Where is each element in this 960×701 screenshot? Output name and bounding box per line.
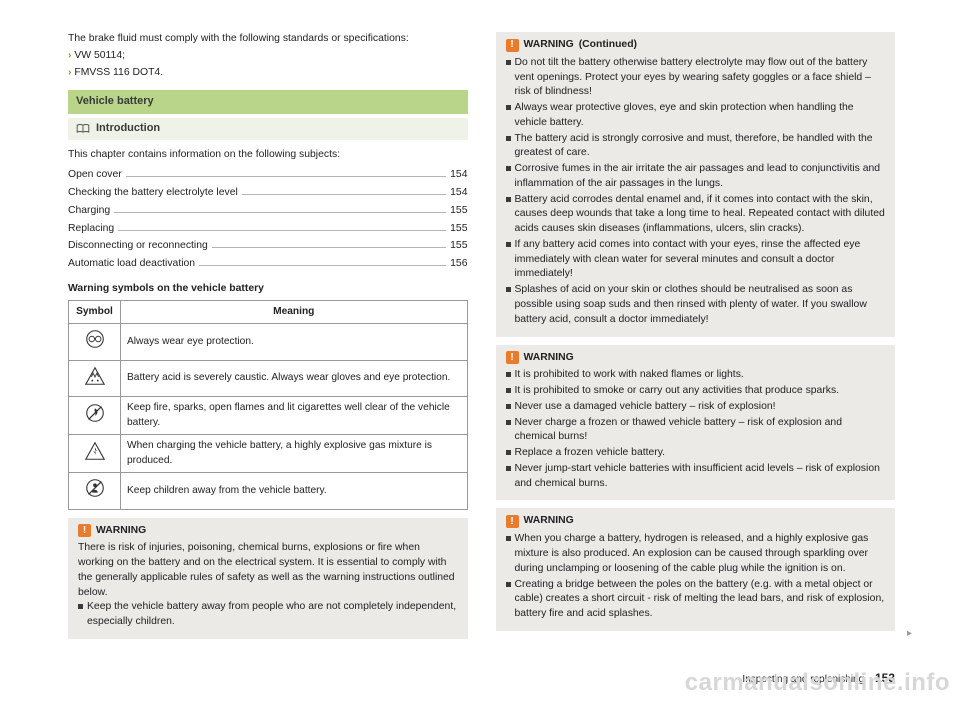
warning-box-1: ! WARNING There is risk of injuries, poi…	[68, 518, 468, 639]
warning-bullet: Always wear protective gloves, eye and s…	[506, 101, 886, 131]
brake-fluid-intro: The brake fluid must comply with the fol…	[68, 32, 468, 47]
table-row: Keep fire, sparks, open flames and lit c…	[69, 397, 468, 435]
warning-bullet: The battery acid is strongly corrosive a…	[506, 132, 886, 162]
toc-row: Replacing155	[68, 222, 468, 237]
continued-label: (Continued)	[579, 38, 637, 53]
warning-bullet: It is prohibited to work with naked flam…	[506, 368, 886, 383]
warning-icon: !	[506, 39, 519, 52]
table-row: When charging the vehicle battery, a hig…	[69, 435, 468, 473]
warning-bullet: It is prohibited to smoke or carry out a…	[506, 384, 886, 399]
table-row: Keep children away from the vehicle batt…	[69, 473, 468, 509]
warning-header: ! WARNING	[78, 524, 458, 539]
continuation-arrow-icon: ▸	[907, 628, 912, 639]
symbols-table: Symbol Meaning Always wear eye protectio…	[68, 300, 468, 510]
warning-box-2: ! WARNING It is prohibited to work with …	[496, 345, 896, 501]
symbol-meaning: Always wear eye protection.	[121, 324, 468, 360]
toc-row: Checking the battery electrolyte level15…	[68, 186, 468, 201]
warning-bullet: Never jump-start vehicle batteries with …	[506, 462, 886, 492]
symbols-table-title: Warning symbols on the vehicle battery	[68, 282, 468, 297]
caustic-acid-icon	[69, 360, 121, 396]
toc-row: Charging155	[68, 204, 468, 219]
symbols-table-header-meaning: Meaning	[121, 300, 468, 323]
table-of-contents: Open cover154 Checking the battery elect…	[68, 168, 468, 272]
footer-page-number: 153	[875, 671, 895, 685]
warning-title: WARNING	[524, 514, 574, 529]
warning-header: ! WARNING (Continued)	[506, 38, 886, 53]
warning-box-continued: ! WARNING (Continued) Do not tilt the ba…	[496, 32, 896, 337]
toc-row: Open cover154	[68, 168, 468, 183]
warning-bullet: Splashes of acid on your skin or clothes…	[506, 283, 886, 327]
subsection-title: Introduction	[96, 121, 160, 137]
explosive-gas-icon	[69, 435, 121, 473]
warning-bullet: Never charge a frozen or thawed vehicle …	[506, 416, 886, 446]
symbols-table-header-symbol: Symbol	[69, 300, 121, 323]
warning-bullet: Keep the vehicle battery away from peopl…	[78, 600, 458, 630]
warning-body: When you charge a battery, hydrogen is r…	[506, 532, 886, 622]
warning-bullet: Never use a damaged vehicle battery – ri…	[506, 400, 886, 415]
warning-icon: !	[506, 351, 519, 364]
no-fire-icon	[69, 397, 121, 435]
table-row: Always wear eye protection.	[69, 324, 468, 360]
spec-line-1: › FMVSS 116 DOT4.	[68, 66, 468, 81]
warning-icon: !	[78, 524, 91, 537]
warning-bullet: Battery acid corrodes dental enamel and,…	[506, 193, 886, 237]
warning-box-3: ! WARNING When you charge a battery, hyd…	[496, 508, 896, 630]
warning-bullet: When you charge a battery, hydrogen is r…	[506, 532, 886, 576]
warning-title: WARNING	[524, 38, 574, 53]
warning-bullet: If any battery acid comes into contact w…	[506, 238, 886, 282]
warning-title: WARNING	[524, 351, 574, 366]
book-icon	[76, 124, 90, 134]
symbol-meaning: When charging the vehicle battery, a hig…	[121, 435, 468, 473]
section-title-bar: Vehicle battery	[68, 90, 468, 114]
symbol-meaning: Battery acid is severely caustic. Always…	[121, 360, 468, 396]
right-column: ! WARNING (Continued) Do not tilt the ba…	[496, 32, 896, 681]
spec-line-0: › VW 50114;	[68, 49, 468, 64]
symbol-meaning: Keep children away from the vehicle batt…	[121, 473, 468, 509]
chevron-icon: ›	[68, 67, 71, 78]
warning-icon: !	[506, 515, 519, 528]
chevron-icon: ›	[68, 50, 71, 61]
table-row: Battery acid is severely caustic. Always…	[69, 360, 468, 396]
footer-section: Inspecting and replenishing	[742, 674, 864, 685]
toc-row: Disconnecting or reconnecting155	[68, 239, 468, 254]
symbol-meaning: Keep fire, sparks, open flames and lit c…	[121, 397, 468, 435]
warning-intro: There is risk of injuries, poisoning, ch…	[78, 541, 458, 600]
left-column: The brake fluid must comply with the fol…	[68, 32, 468, 681]
warning-bullet: Do not tilt the battery otherwise batter…	[506, 56, 886, 100]
manual-page: The brake fluid must comply with the fol…	[0, 0, 960, 701]
warning-body: There is risk of injuries, poisoning, ch…	[78, 541, 458, 630]
warning-title: WARNING	[96, 524, 146, 539]
warning-header: ! WARNING	[506, 351, 886, 366]
toc-row: Automatic load deactivation156	[68, 257, 468, 272]
warning-bullet: Replace a frozen vehicle battery.	[506, 446, 886, 461]
chapter-intro: This chapter contains information on the…	[68, 148, 468, 163]
warning-body: It is prohibited to work with naked flam…	[506, 368, 886, 491]
warning-bullet: Creating a bridge between the poles on t…	[506, 578, 886, 622]
eye-protection-icon	[69, 324, 121, 360]
warning-header: ! WARNING	[506, 514, 886, 529]
warning-bullet: Corrosive fumes in the air irritate the …	[506, 162, 886, 192]
subsection-title-bar: Introduction	[68, 118, 468, 140]
keep-children-away-icon	[69, 473, 121, 509]
warning-body: Do not tilt the battery otherwise batter…	[506, 56, 886, 328]
page-footer: Inspecting and replenishing 153	[742, 671, 895, 685]
